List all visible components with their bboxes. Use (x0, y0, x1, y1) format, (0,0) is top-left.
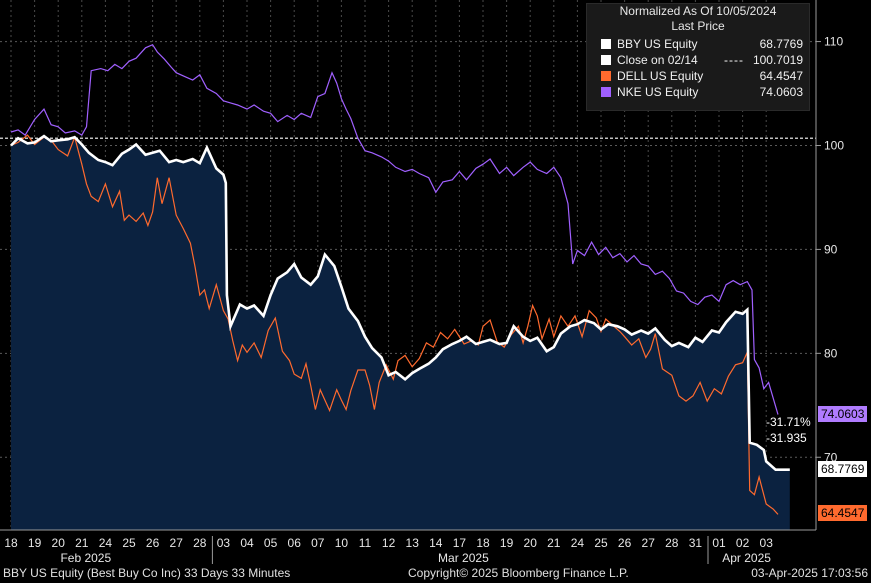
dell-series-line (10, 134, 779, 515)
x-tick-label: 11 (359, 536, 372, 550)
x-tick-label: 24 (99, 536, 113, 550)
x-tick-label: 03 (217, 536, 231, 550)
x-tick-label: 24 (571, 536, 585, 550)
x-tick-label: 20 (52, 536, 66, 550)
nke-swatch (601, 87, 611, 97)
abs-change-annotation: -31.935 (766, 431, 807, 445)
x-tick-label: 10 (335, 536, 349, 550)
x-tick-label: 17 (453, 536, 467, 550)
x-tick-label: 02 (736, 536, 750, 550)
x-tick-label: 25 (122, 536, 136, 550)
y-tick-label: 80 (824, 346, 838, 360)
bby-swatch (601, 39, 611, 49)
x-tick-label: 25 (594, 536, 608, 550)
legend-value: 68.7769 (759, 37, 803, 51)
y-tick-label: 100 (824, 138, 844, 152)
x-tick-label: 27 (170, 536, 184, 550)
legend-name: DELL US Equity (617, 69, 704, 83)
legend-value: 74.0603 (759, 85, 803, 99)
x-tick-label: 21 (547, 536, 561, 550)
close-swatch (601, 55, 611, 65)
legend-row-dell[interactable]: DELL US Equity 64.4547 (587, 68, 809, 84)
x-tick-label: 20 (524, 536, 538, 550)
x-tick-label: 26 (618, 536, 632, 550)
y-tick-label: 90 (824, 242, 838, 256)
legend-title: Normalized As Of 10/05/2024 (619, 4, 777, 18)
nke-last-price-tag: 74.0603 (818, 405, 868, 422)
x-tick-label: 04 (240, 536, 254, 550)
x-tick-label: 05 (264, 536, 278, 550)
x-tick-label: 19 (500, 536, 514, 550)
footer-copyright: Copyright© 2025 Bloomberg Finance L.P. (408, 566, 629, 580)
legend: Normalized As Of 10/05/2024 Last Price B… (586, 3, 810, 111)
x-tick-label: 21 (75, 536, 89, 550)
x-tick-label: 14 (429, 536, 443, 550)
dell-swatch (601, 71, 611, 81)
footer-timestamp: 03-Apr-2025 17:03:56 (751, 566, 868, 580)
x-tick-label: 28 (665, 536, 679, 550)
month-label: Feb 2025 (60, 551, 111, 565)
legend-name: NKE US Equity (617, 85, 699, 99)
bby-area-fill (11, 136, 790, 530)
x-tick-label: 18 (4, 536, 18, 550)
x-tick-label: 12 (382, 536, 396, 550)
legend-name: Close on 02/14 (617, 53, 698, 67)
bby-series-line (10, 134, 790, 472)
x-axis: 18 19 20 21 24 25 26 27 28 03 04 05 06 07 10 11 12 13 14 17… (0, 529, 816, 565)
x-tick-label: 13 (406, 536, 420, 550)
legend-value: 64.4547 (759, 69, 803, 83)
month-label: Apr 2025 (722, 551, 771, 565)
x-tick-label: 28 (193, 536, 207, 550)
legend-row-nke[interactable]: NKE US Equity 74.0603 (587, 84, 809, 100)
legend-row-bby[interactable]: BBY US Equity 68.7769 (587, 36, 809, 52)
legend-value: 100.7019 (752, 53, 803, 67)
x-tick-label: 26 (146, 536, 160, 550)
x-tick-label: 07 (311, 536, 325, 550)
x-tick-label: 03 (760, 536, 774, 550)
x-tick-label: 18 (476, 536, 490, 550)
legend-name: BBY US Equity (617, 37, 698, 51)
x-tick-label: 06 (288, 536, 302, 550)
x-tick-label: 27 (642, 536, 656, 550)
month-label: Mar 2025 (438, 551, 489, 565)
x-tick-label: 19 (28, 536, 42, 550)
legend-dash: ---- (724, 53, 744, 67)
x-tick-label: 31 (689, 536, 703, 550)
legend-subtitle: Last Price (671, 19, 725, 33)
nke-series-line (10, 43, 779, 415)
pct-change-annotation: -31.71% (766, 415, 811, 429)
bby-last-price-tag: 68.7769 (818, 460, 868, 477)
dell-last-price-tag: 64.4547 (818, 505, 868, 522)
footer-security: BBY US Equity (Best Buy Co Inc) 33 Days … (3, 566, 291, 580)
x-tick-label: 01 (712, 536, 726, 550)
legend-row-close[interactable]: Close on 02/14 ---- 100.7019 (587, 52, 809, 68)
y-tick-label: 110 (824, 35, 843, 49)
